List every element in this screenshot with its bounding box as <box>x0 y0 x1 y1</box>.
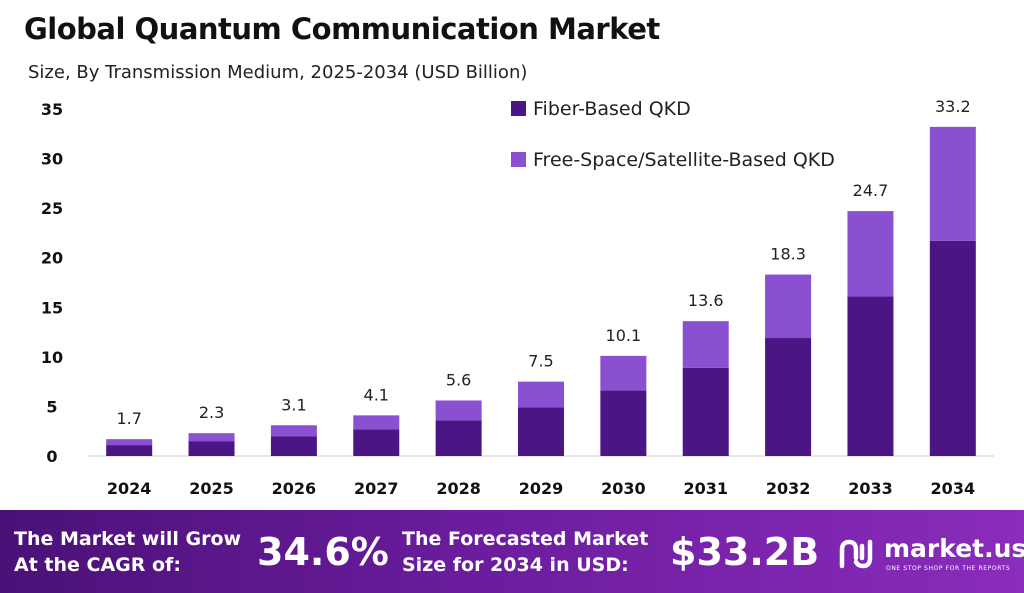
bar-segment-free-space <box>435 400 482 421</box>
x-tick-label: 2032 <box>766 479 811 498</box>
brand-logo: market.us ONE STOP SHOP FOR THE REPORTS <box>838 532 1024 580</box>
y-tick-label: 20 <box>41 249 63 268</box>
bar-segment-free-space <box>847 211 894 297</box>
y-tick-label: 10 <box>41 348 63 367</box>
bars-group: 1.7 2.3 3.1 4.1 5.6 7.5 10.1 13.6 18.3 24.7 33.2 <box>106 97 976 456</box>
y-tick-label: 25 <box>41 199 63 218</box>
cagr-label-line1: The Market will Grow <box>14 528 242 550</box>
y-axis: 0 5 10 15 20 25 30 35 <box>41 100 994 466</box>
cagr-value: 34.6% <box>257 530 389 574</box>
bar-segment-fiber <box>847 296 894 456</box>
bar-segment-free-space <box>106 439 153 446</box>
market-us-logo-icon <box>839 539 873 569</box>
y-tick-label: 15 <box>41 298 63 317</box>
summary-banner: The Market will Grow At the CAGR of: 34.… <box>0 510 1024 593</box>
bar-segment-free-space <box>353 415 400 430</box>
y-tick-label: 0 <box>46 447 57 466</box>
bar-segment-fiber <box>435 420 482 456</box>
bar-total-label: 2.3 <box>199 403 224 422</box>
cagr-label: The Market will Grow At the CAGR of: <box>14 526 241 578</box>
legend: Fiber-Based QKD Free-Space/Satellite-Base… <box>511 98 835 171</box>
forecast-label: The Forecasted Market Size for 2034 in U… <box>402 526 648 578</box>
bar-segment-free-space <box>518 381 564 408</box>
forecast-label-line2: Size for 2034 in USD: <box>402 554 629 576</box>
legend-swatch-free-space <box>511 152 526 167</box>
x-tick-label: 2031 <box>683 479 728 498</box>
bar-total-label: 7.5 <box>528 352 553 371</box>
x-tick-label: 2024 <box>107 479 152 498</box>
x-tick-label: 2028 <box>436 479 481 498</box>
bar-segment-fiber <box>600 390 647 456</box>
legend-label-fiber: Fiber-Based QKD <box>533 98 691 120</box>
x-tick-label: 2034 <box>931 479 976 498</box>
bar-segment-fiber <box>188 441 235 456</box>
brand-tagline: ONE STOP SHOP FOR THE REPORTS <box>886 565 1011 572</box>
legend-swatch-fiber <box>511 101 526 116</box>
bar-total-label: 3.1 <box>281 395 306 414</box>
x-tick-label: 2030 <box>601 479 646 498</box>
bar-total-label: 24.7 <box>853 181 889 200</box>
brand-name: market.us <box>884 534 1024 563</box>
y-tick-label: 35 <box>41 100 63 119</box>
bar-total-label: 33.2 <box>935 97 971 116</box>
bar-segment-free-space <box>600 355 647 391</box>
x-tick-label: 2033 <box>848 479 893 498</box>
chart-title: Global Quantum Communication Market <box>24 12 660 46</box>
forecast-label-line1: The Forecasted Market <box>402 528 649 550</box>
x-tick-label: 2029 <box>519 479 564 498</box>
bar-segment-fiber <box>270 436 317 456</box>
y-tick-label: 30 <box>41 150 63 169</box>
bar-segment-fiber <box>518 407 564 456</box>
bar-segment-fiber <box>106 445 153 456</box>
bar-total-label: 10.1 <box>606 326 642 345</box>
x-axis: 2024 2025 2026 2027 2028 2029 2030 2031 2032 2033… <box>107 479 975 498</box>
bar-segment-free-space <box>682 321 729 368</box>
bar-total-label: 4.1 <box>364 385 389 404</box>
forecast-value: $33.2B <box>670 530 820 574</box>
x-tick-label: 2025 <box>189 479 234 498</box>
bar-segment-fiber <box>353 429 400 456</box>
chart-subtitle: Size, By Transmission Medium, 2025-2034 … <box>28 62 528 83</box>
bar-segment-free-space <box>270 425 317 437</box>
cagr-label-line2: At the CAGR of: <box>14 554 181 576</box>
bar-segment-fiber <box>765 338 812 456</box>
bar-total-label: 13.6 <box>688 291 724 310</box>
legend-label-free-space: Free-Space/Satellite-Based QKD <box>533 149 835 171</box>
bar-total-label: 18.3 <box>770 245 806 264</box>
y-tick-label: 5 <box>46 397 57 416</box>
bar-total-label: 1.7 <box>116 409 141 428</box>
bar-total-label: 5.6 <box>446 370 471 389</box>
bar-segment-fiber <box>929 240 976 456</box>
x-tick-label: 2026 <box>272 479 317 498</box>
x-tick-label: 2027 <box>354 479 399 498</box>
bar-segment-free-space <box>188 433 235 442</box>
bar-segment-free-space <box>929 126 976 241</box>
bar-segment-fiber <box>682 367 729 456</box>
bar-segment-free-space <box>765 274 812 339</box>
